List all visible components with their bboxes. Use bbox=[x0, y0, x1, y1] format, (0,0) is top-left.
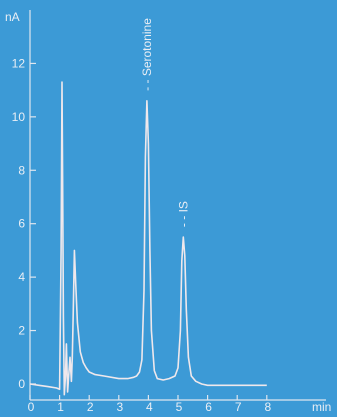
chromatogram-trace bbox=[29, 81, 267, 396]
y-tick-label: 0 bbox=[18, 377, 25, 391]
y-tick-label: 10 bbox=[12, 110, 26, 124]
y-tick-label: 2 bbox=[18, 324, 25, 338]
x-tick-label: 8 bbox=[264, 400, 271, 412]
x-tick-label: 2 bbox=[87, 400, 94, 412]
y-tick-label: 6 bbox=[18, 217, 25, 231]
peak-annotation: - - IS bbox=[176, 201, 190, 227]
y-axis-label: nA bbox=[5, 10, 20, 24]
x-tick-label: 6 bbox=[205, 400, 212, 412]
x-tick-label: 3 bbox=[116, 400, 123, 412]
x-axis-label: min bbox=[312, 400, 331, 412]
y-tick-label: 12 bbox=[12, 56, 26, 70]
x-tick-label: 5 bbox=[176, 400, 183, 412]
x-tick-label: 4 bbox=[146, 400, 153, 412]
y-tick-label: 8 bbox=[18, 163, 25, 177]
x-tick-label: 1 bbox=[57, 400, 64, 412]
y-tick-label: 4 bbox=[18, 270, 25, 284]
x-tick-label: 7 bbox=[235, 400, 242, 412]
x-tick-label: 0 bbox=[28, 400, 35, 412]
peak-annotation: - - Serotonine bbox=[140, 18, 154, 91]
